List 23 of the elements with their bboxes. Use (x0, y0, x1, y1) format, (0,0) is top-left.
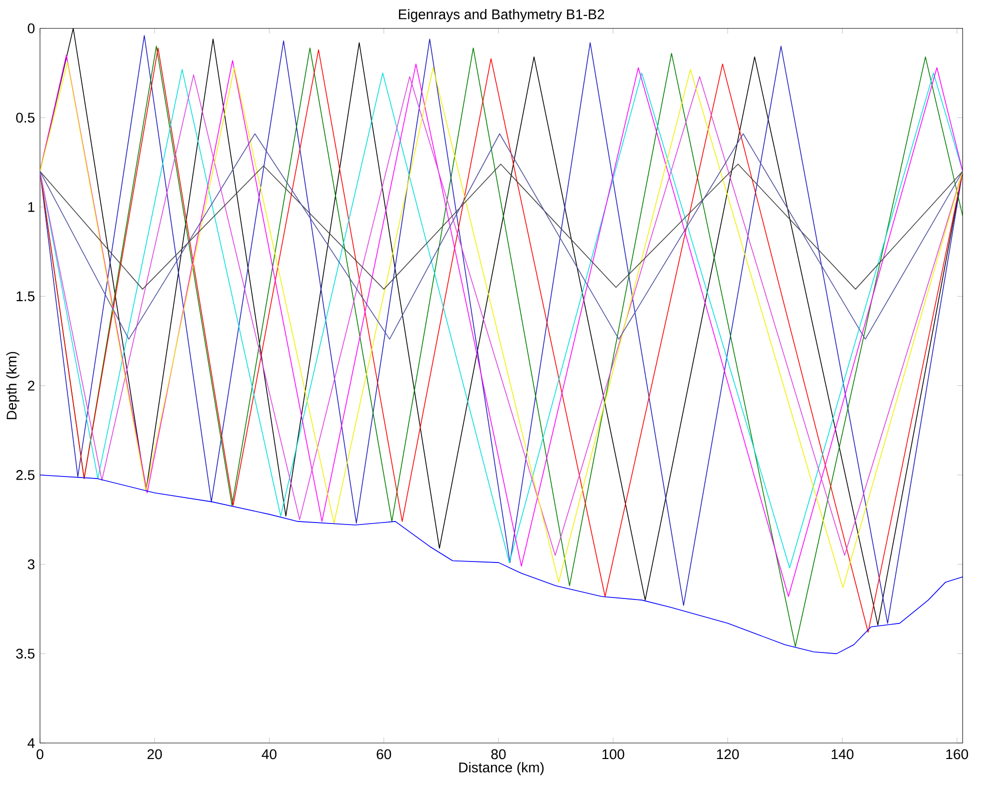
line-series (40, 474, 963, 654)
x-tick-label: 120 (717, 749, 739, 760)
y-tick-label: 2.5 (16, 470, 34, 480)
x-tick-label: 160 (946, 749, 968, 760)
y-tick-label: 3 (28, 559, 34, 570)
x-axis-title: Distance (km) (459, 762, 544, 776)
line-series (40, 164, 963, 290)
y-tick-label: 4 (28, 738, 35, 748)
x-tick-label: 20 (148, 749, 162, 760)
y-axis-title: Depth (km) (6, 352, 20, 420)
y-tick-label: 3.5 (16, 648, 34, 659)
chart-title: Eigenrays and Bathymetry B1-B2 (398, 9, 604, 22)
x-tick-label: 40 (262, 749, 276, 760)
y-tick-label: 0.5 (16, 112, 34, 123)
y-tick-label: 0 (28, 23, 35, 34)
x-tick-label: 60 (376, 749, 392, 760)
x-tick-label: 0 (36, 749, 44, 760)
x-tick-label: 80 (491, 749, 506, 760)
y-tick-label: 1 (28, 202, 34, 212)
y-tick-label: 2 (28, 380, 34, 391)
x-tick-label: 140 (832, 749, 854, 760)
x-tick-label: 100 (602, 749, 624, 760)
y-tick-label: 1.5 (16, 291, 34, 302)
